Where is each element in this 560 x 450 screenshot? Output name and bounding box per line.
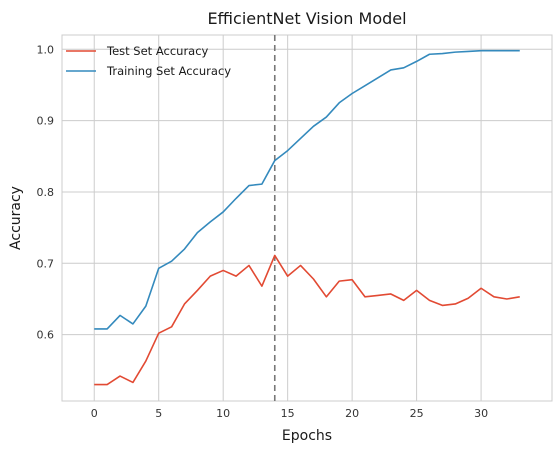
legend-label-train: Training Set Accuracy (106, 64, 231, 78)
y-axis-label: Accuracy (8, 186, 24, 250)
legend: Test Set Accuracy Training Set Accuracy (66, 44, 231, 78)
y-tick-label: 0.8 (37, 186, 55, 199)
y-tick-label: 1.0 (37, 43, 55, 56)
chart-title: EfficientNet Vision Model (207, 9, 406, 28)
x-tick-label: 20 (345, 407, 359, 420)
x-tick-labels: 0 5 10 15 20 25 30 (91, 407, 488, 420)
grid (62, 35, 552, 401)
x-tick-label: 15 (281, 407, 295, 420)
y-tick-label: 0.7 (37, 257, 55, 270)
y-tick-label: 0.9 (37, 115, 55, 128)
plot-frame (61, 34, 553, 402)
x-axis-label: Epochs (282, 428, 332, 444)
x-tick-label: 10 (216, 407, 230, 420)
series-group (94, 49, 520, 386)
legend-label-test: Test Set Accuracy (106, 44, 209, 58)
x-tick-label: 5 (155, 407, 162, 420)
x-tick-label: 30 (474, 407, 488, 420)
y-tick-label: 0.6 (37, 329, 55, 342)
series-line-training-accuracy (94, 49, 520, 330)
x-tick-label: 25 (410, 407, 424, 420)
x-tick-label: 0 (91, 407, 98, 420)
series-line-test-accuracy (94, 254, 520, 386)
y-tick-labels: 0.6 0.7 0.8 0.9 1.0 (37, 43, 55, 341)
